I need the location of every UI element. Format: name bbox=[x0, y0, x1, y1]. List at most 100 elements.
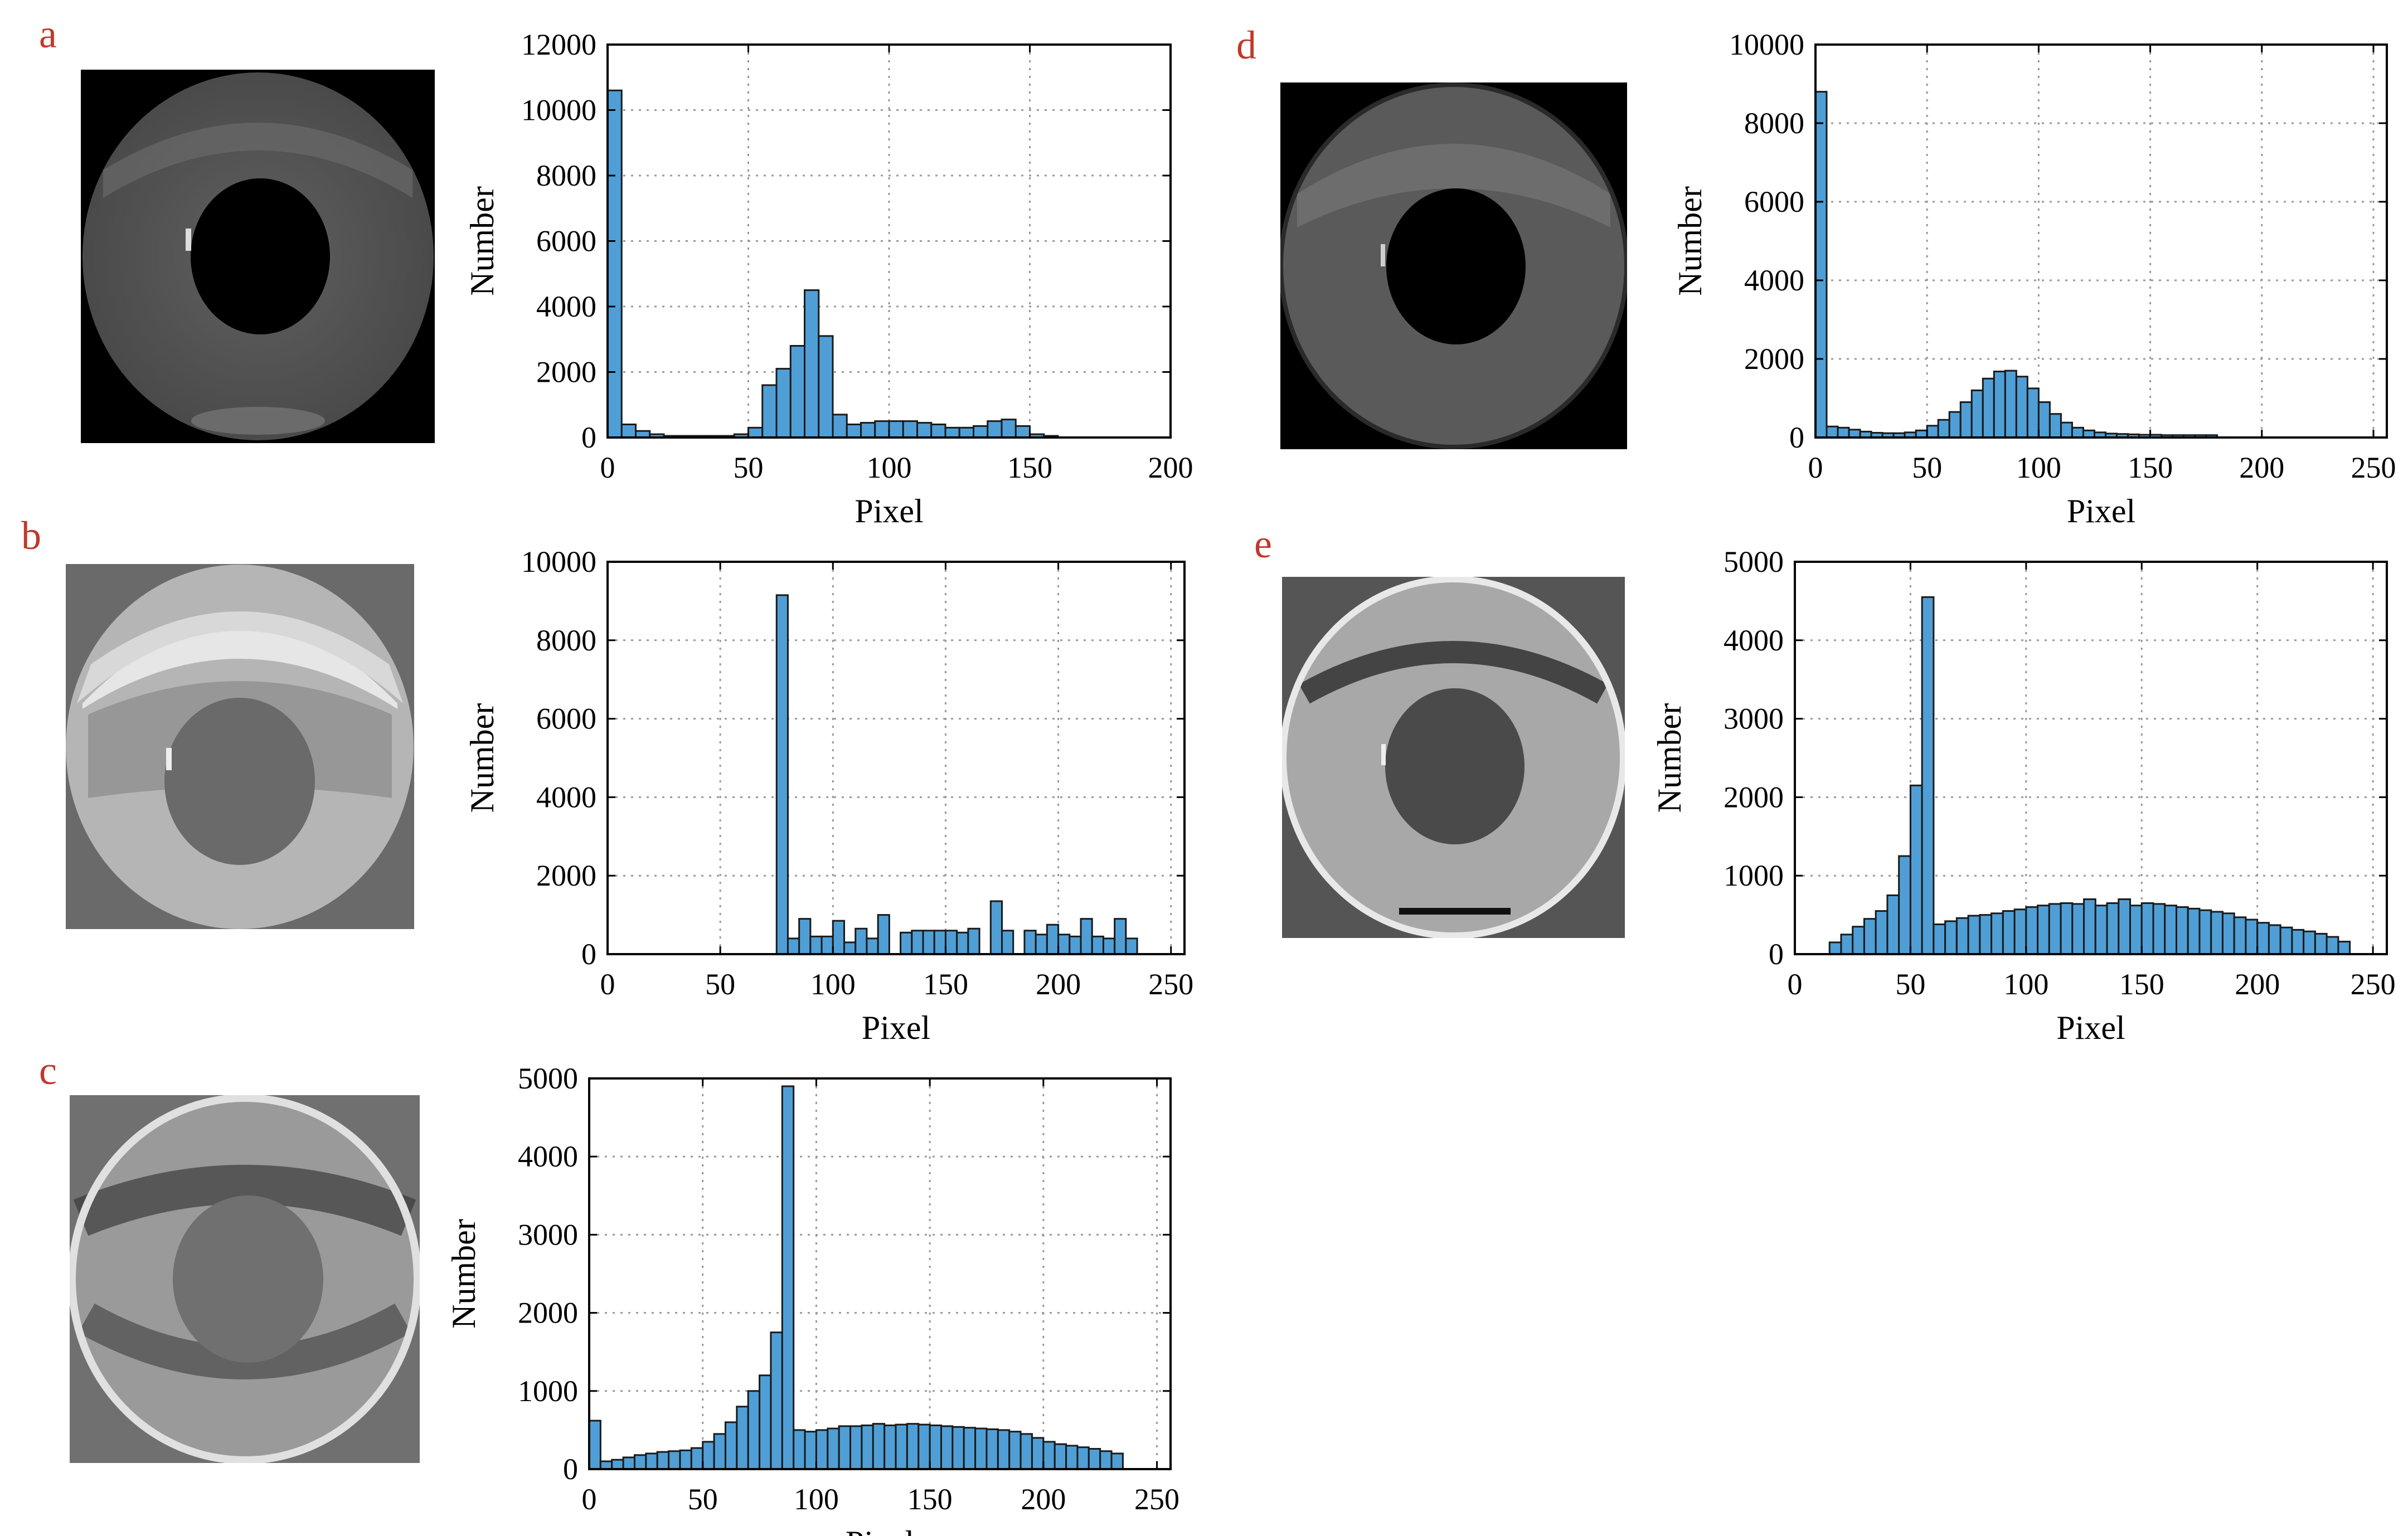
histogram-bar bbox=[1035, 934, 1048, 955]
histogram-bar bbox=[821, 935, 834, 955]
x-axis-label: Pixel bbox=[846, 1524, 914, 1536]
histogram-bar bbox=[1076, 1446, 1090, 1470]
histogram-bar bbox=[818, 335, 834, 439]
histogram-bar bbox=[1042, 1441, 1056, 1470]
histogram-bar bbox=[668, 1450, 681, 1470]
histogram-bar bbox=[1069, 935, 1082, 955]
x-tick-label: 50 bbox=[705, 968, 735, 1001]
histogram-bar bbox=[930, 424, 946, 439]
histogram-bar bbox=[940, 1425, 954, 1470]
histogram-bar bbox=[1948, 411, 1962, 439]
histogram-bar bbox=[2026, 387, 2040, 439]
x-tick-label: 50 bbox=[1912, 451, 1942, 484]
y-axis-label: Number bbox=[464, 703, 501, 813]
x-tick-label: 150 bbox=[2119, 968, 2164, 1001]
histogram-bar bbox=[2198, 909, 2212, 955]
histogram-bar bbox=[895, 1423, 908, 1470]
histogram-bar bbox=[846, 424, 862, 439]
histogram-bar bbox=[702, 1441, 715, 1470]
histogram-bar bbox=[2048, 903, 2062, 955]
x-tick-label: 50 bbox=[734, 451, 764, 484]
y-tick-label: 10000 bbox=[521, 94, 596, 127]
y-tick-label: 5000 bbox=[518, 1062, 578, 1095]
histogram-bar bbox=[832, 414, 848, 439]
histogram-bar bbox=[1019, 1433, 1033, 1470]
histogram-bar bbox=[2083, 898, 2096, 955]
histogram-a: 0 50 100 150 200020004000600080001000012000P… bbox=[464, 28, 1193, 529]
histogram-bar bbox=[1023, 930, 1037, 955]
histogram-bar bbox=[1991, 912, 2004, 955]
histogram-bar bbox=[944, 930, 958, 955]
histogram-bar bbox=[917, 1423, 931, 1470]
histogram-bar bbox=[781, 1085, 795, 1470]
histogram-bar bbox=[877, 914, 890, 955]
panel-letter-a: a bbox=[39, 12, 57, 56]
y-tick-label: 0 bbox=[1789, 421, 1804, 454]
x-tick-label: 250 bbox=[2351, 968, 2396, 1001]
histogram-bar bbox=[713, 1433, 726, 1470]
y-tick-label: 12000 bbox=[521, 28, 596, 61]
histogram-bar bbox=[2303, 930, 2316, 955]
histogram-bar bbox=[2210, 911, 2223, 955]
histogram-bar bbox=[900, 931, 913, 955]
x-tick-label: 0 bbox=[582, 1482, 597, 1516]
y-axis-label: Number bbox=[464, 186, 501, 296]
histogram-bar bbox=[827, 1427, 840, 1470]
histogram-bar bbox=[2106, 902, 2120, 955]
histogram-bar bbox=[883, 1424, 897, 1470]
y-tick-label: 2000 bbox=[1724, 780, 1784, 814]
histogram-bar bbox=[987, 420, 1003, 439]
x-axis-label: Pixel bbox=[855, 493, 923, 529]
histogram-bar bbox=[620, 424, 637, 439]
histogram-bar bbox=[1001, 930, 1014, 955]
histogram-bar bbox=[787, 937, 800, 955]
histogram-bar bbox=[2094, 905, 2108, 955]
histogram-bar bbox=[804, 289, 820, 439]
histogram-bar bbox=[2314, 932, 2328, 955]
y-tick-label: 0 bbox=[581, 421, 596, 454]
histogram-bar bbox=[958, 426, 974, 439]
histogram-bar bbox=[1909, 784, 1923, 955]
histogram-bar bbox=[902, 420, 918, 439]
y-axis-label: Number bbox=[1651, 703, 1688, 813]
y-tick-label: 0 bbox=[1769, 937, 1784, 971]
histogram-bar bbox=[2268, 924, 2281, 955]
x-tick-label: 0 bbox=[1788, 968, 1803, 1001]
histogram-bar bbox=[2221, 912, 2235, 955]
histogram-bar bbox=[2048, 413, 2062, 439]
panel-letter-c: c bbox=[39, 1048, 57, 1093]
histogram-bar bbox=[1031, 1437, 1045, 1470]
histogram-bar bbox=[775, 594, 789, 955]
histogram-bar bbox=[2175, 906, 2189, 955]
y-tick-label: 8000 bbox=[536, 624, 596, 657]
histogram-bar bbox=[1001, 419, 1017, 439]
histogram-bar bbox=[2337, 940, 2351, 955]
y-axis-label: Number bbox=[1672, 186, 1708, 296]
x-tick-label: 200 bbox=[1148, 451, 1193, 484]
histogram-bar bbox=[916, 422, 933, 439]
histogram-bar bbox=[759, 1374, 772, 1470]
histogram-bar bbox=[724, 1421, 738, 1470]
histogram-bar bbox=[2071, 903, 2085, 955]
histogram-bar bbox=[815, 1429, 829, 1470]
x-axis-label: Pixel bbox=[862, 1009, 930, 1046]
histogram-bar bbox=[1826, 425, 1839, 439]
histogram-bar bbox=[1852, 926, 1865, 955]
histogram-bar bbox=[1970, 389, 1984, 439]
histogram-bar bbox=[1848, 429, 1861, 439]
y-tick-label: 3000 bbox=[1724, 702, 1784, 736]
histogram-bar bbox=[911, 930, 924, 955]
histogram-bar bbox=[956, 931, 969, 955]
histogram-bar bbox=[1863, 918, 1877, 955]
histogram-d: 0 50 100 150 200 250 0 2000 4000 6000 8000 10000 Pix… bbox=[1672, 28, 2396, 529]
histogram-bar bbox=[1875, 910, 1888, 955]
histogram-bar bbox=[989, 900, 1003, 955]
histogram-bar bbox=[770, 1331, 783, 1470]
histogram-bar bbox=[606, 89, 623, 439]
histogram-bar bbox=[1046, 923, 1060, 955]
x-axis-label: Pixel bbox=[2067, 493, 2135, 529]
histogram-bar bbox=[861, 1424, 874, 1470]
histogram-bar bbox=[997, 1429, 1011, 1470]
histogram-bar bbox=[2004, 370, 2017, 439]
histogram-bar bbox=[860, 422, 876, 439]
